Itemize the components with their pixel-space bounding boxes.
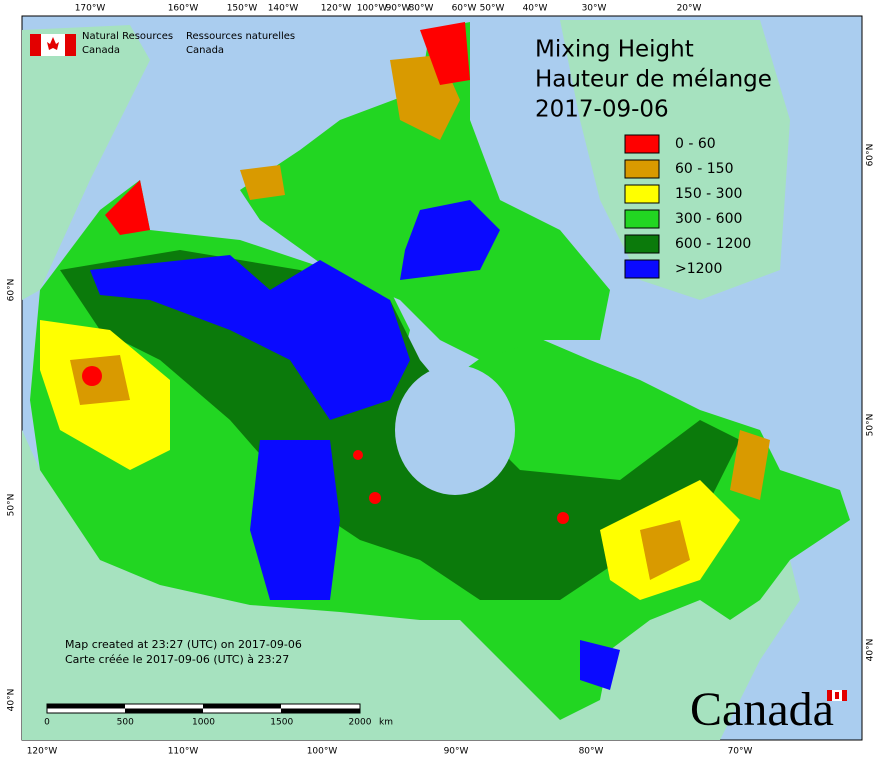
longitude-label: 80°W [409,4,434,14]
scale-label: 2000 [349,718,372,728]
latitude-label: 40°N [866,639,876,662]
scale-bar [46,703,361,714]
longitude-label: 170°W [75,4,106,14]
legend-label: >1200 [675,261,722,277]
latitude-label: 50°N [866,414,876,437]
legend-label: 600 - 1200 [675,236,751,252]
scale-label: 1000 [192,718,215,728]
canada-wordmark: Canada [690,683,847,736]
longitude-label: 100°W [357,4,388,14]
legend-swatch [624,159,660,179]
scale-label: 1500 [270,718,293,728]
legend-label: 0 - 60 [675,136,716,152]
legend-swatch [624,234,660,254]
title-fr: Hauteur de mélange [535,67,772,93]
note-en: Map created at 23:27 (UTC) on 2017-09-06 [65,638,302,651]
latitude-label: 40°N [7,689,17,712]
longitude-label: 150°W [227,4,258,14]
legend-swatch [624,134,660,154]
legend-label: 150 - 300 [675,186,742,202]
note-fr: Carte créée le 2017-09-06 (UTC) à 23:27 [65,653,289,666]
longitude-label: 30°W [582,4,607,14]
longitude-label: 60°W [452,4,477,14]
legend-swatch [624,209,660,229]
longitude-label: 160°W [168,4,199,14]
latitude-label: 60°N [866,144,876,167]
scale-unit: km [379,718,393,728]
longitude-label: 40°W [523,4,548,14]
longitude-label: 90°W [386,4,411,14]
scale-label: 0 [44,718,50,728]
legend-label: 300 - 600 [675,211,742,227]
country-fr: Canada [186,45,224,56]
longitude-label: 110°W [168,747,199,757]
agency-fr: Ressources naturelles [186,31,295,42]
longitude-label: 20°W [677,4,702,14]
latitude-label: 50°N [7,494,17,517]
legend-label: 60 - 150 [675,161,734,177]
longitude-label: 90°W [444,747,469,757]
longitude-label: 100°W [307,747,338,757]
neighbour-land [22,20,800,740]
scale-label: 500 [117,718,134,728]
canada-land [30,22,850,720]
longitude-label: 80°W [579,747,604,757]
agency-en: Natural Resources [82,31,173,42]
legend-swatch [624,259,660,279]
title: Mixing Height [535,37,694,63]
country-en: Canada [82,45,120,56]
longitude-label: 120°W [321,4,352,14]
longitude-label: 50°W [480,4,505,14]
map-date: 2017-09-06 [535,97,669,123]
longitude-label: 120°W [27,747,58,757]
longitude-label: 140°W [268,4,299,14]
latitude-label: 60°N [7,279,17,302]
wordmark: Canada [690,683,834,736]
legend-swatch [624,184,660,204]
nrcan-logo: Natural Resources Canada Ressources natu… [30,31,295,56]
longitude-label: 70°W [728,747,753,757]
